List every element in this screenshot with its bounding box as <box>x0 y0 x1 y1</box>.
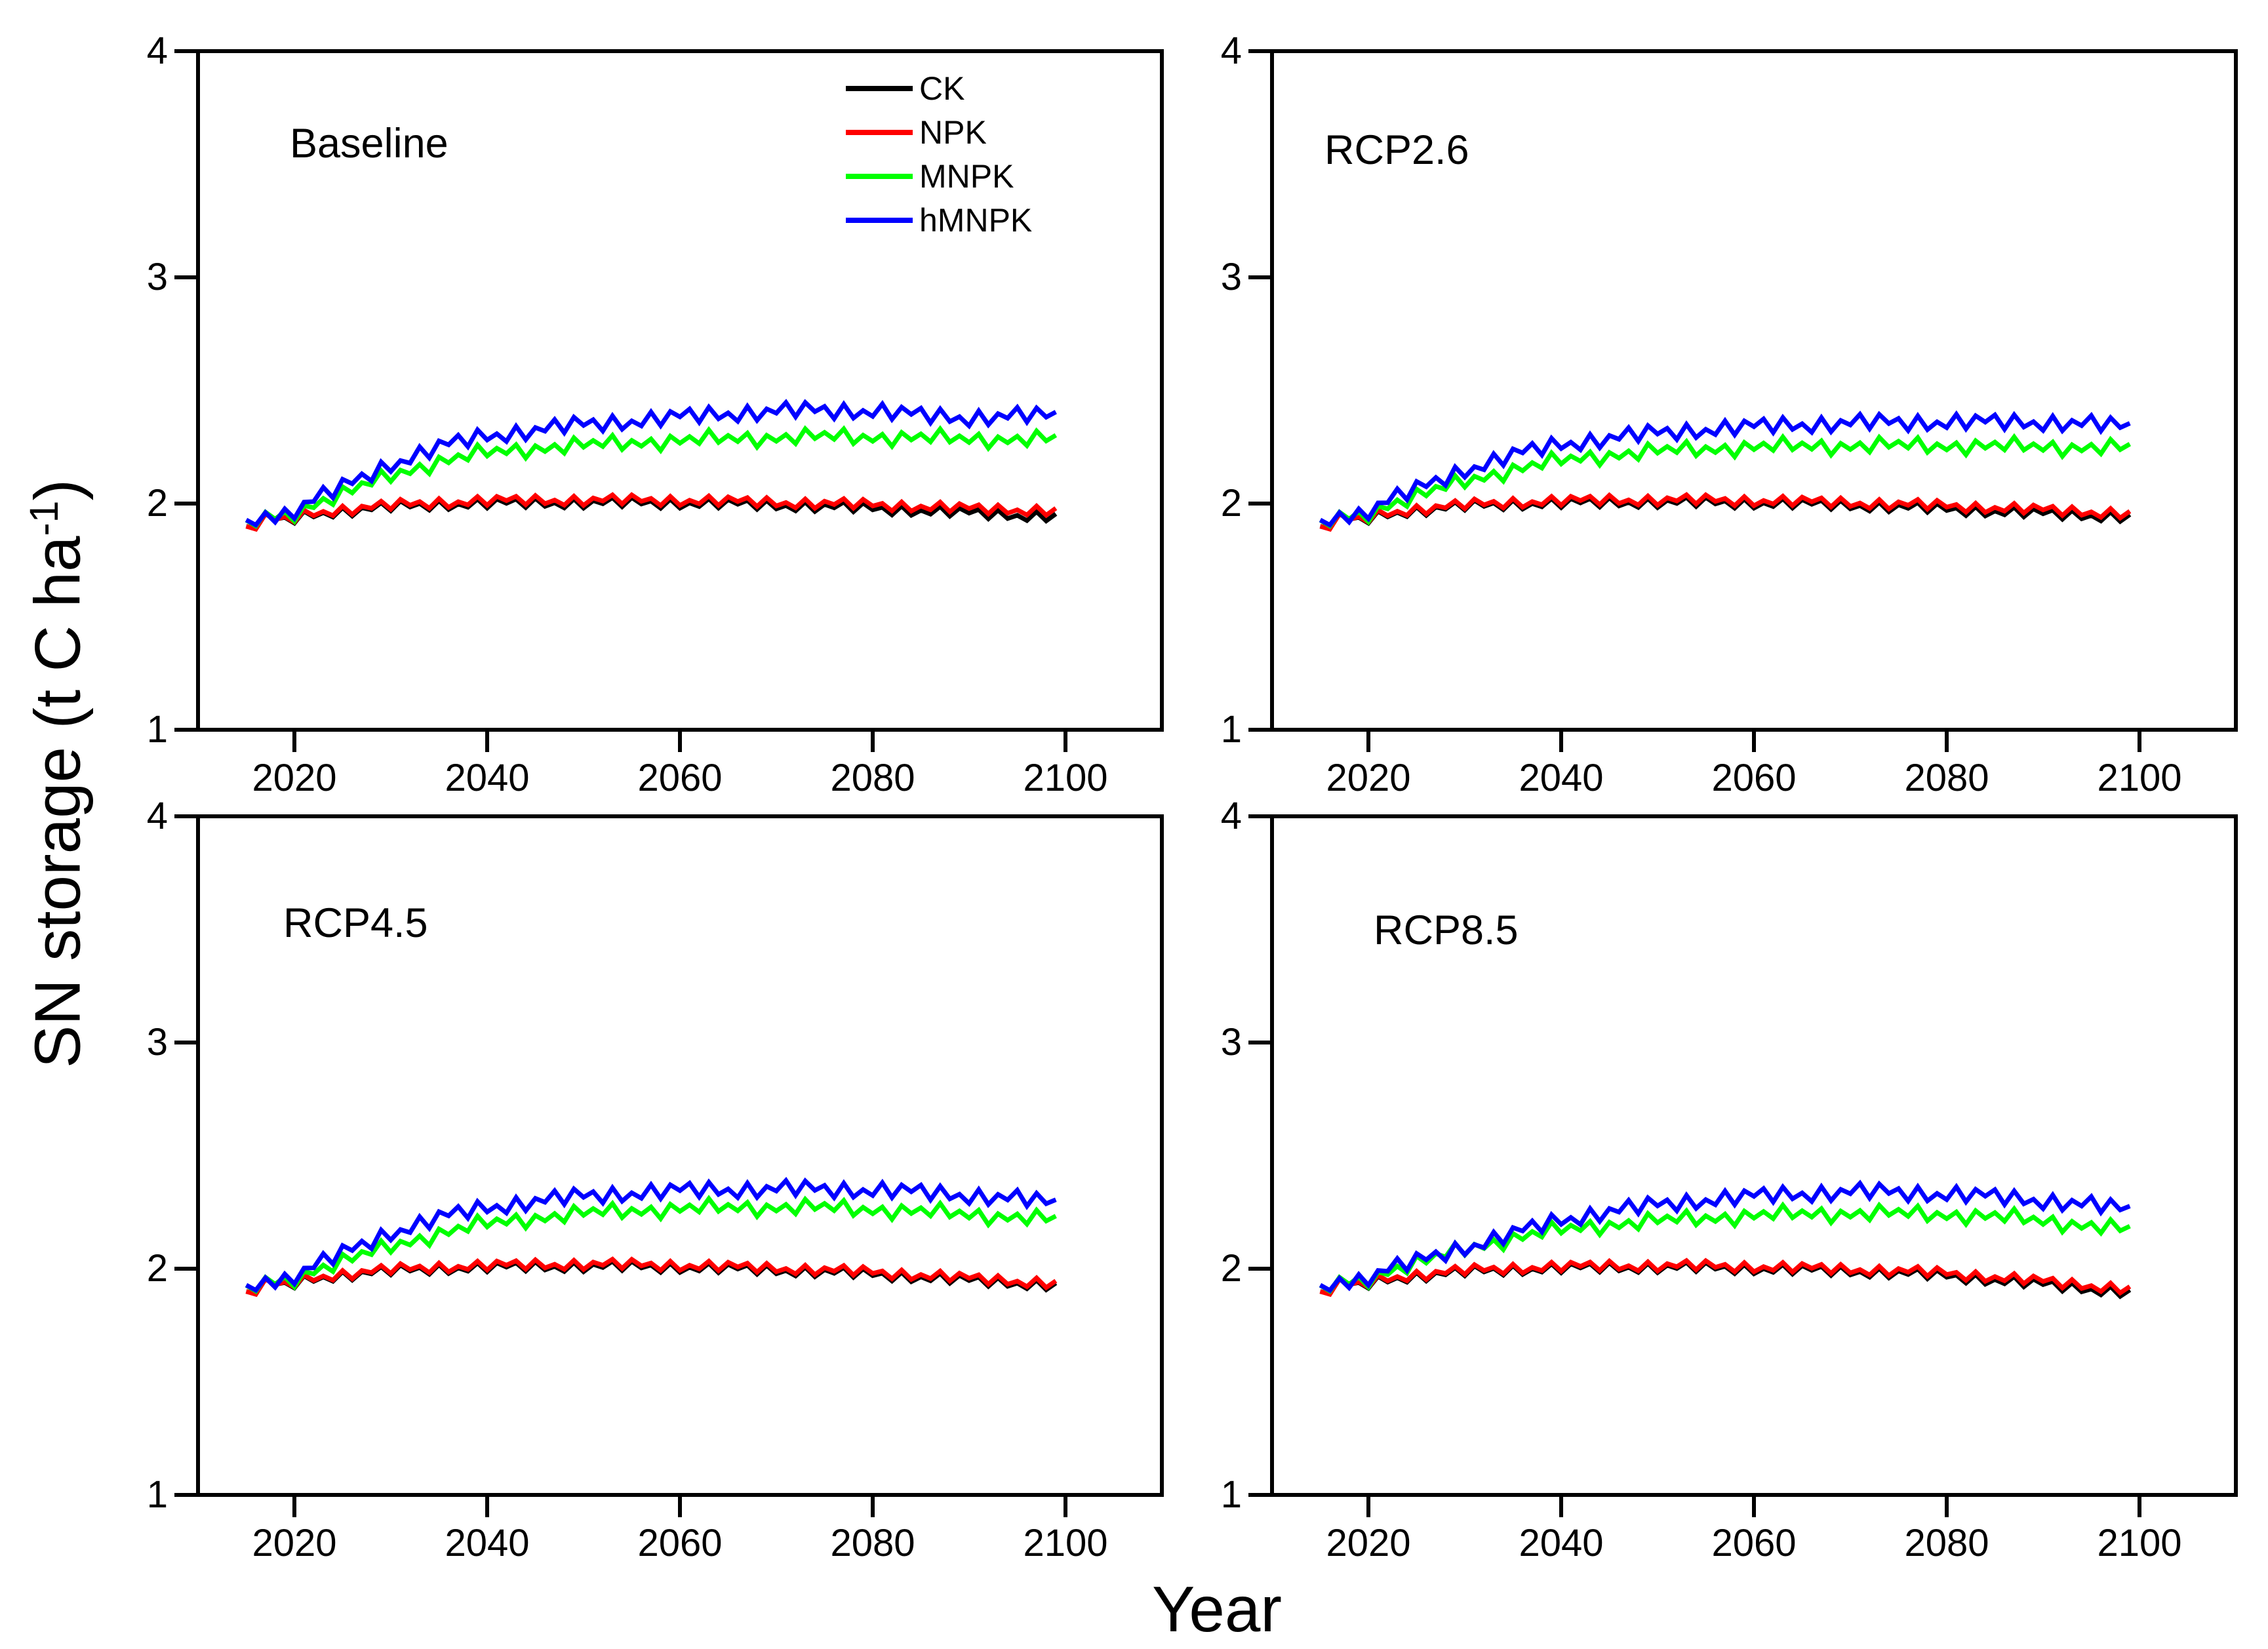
hmnpk-line <box>245 399 1057 528</box>
legend-line-ck <box>846 85 913 91</box>
x-tick-label: 2020 <box>252 757 337 799</box>
legend-label: hMNPK <box>919 201 1033 239</box>
x-tick-label: 2080 <box>830 757 915 799</box>
legend-line-npk <box>846 129 913 135</box>
x-tick-label: 2080 <box>1904 1522 1989 1564</box>
panel-baseline-border <box>196 49 1164 732</box>
panel-rcp26-border <box>1270 49 2238 732</box>
npk-line <box>245 1256 1058 1298</box>
panel-title-rcp85: RCP8.5 <box>1374 907 1519 953</box>
legend-line-mnpk <box>846 173 913 179</box>
x-tick-label: 2060 <box>637 757 723 799</box>
panel-rcp45-plot <box>174 814 1164 1517</box>
panel-rcp45-border <box>196 814 1164 1497</box>
legend-line-hmnpk <box>846 217 913 223</box>
x-tick-label: 2060 <box>1711 1522 1797 1564</box>
legend-label: NPK <box>919 113 987 151</box>
legend: CK NPK MNPK hMNPK <box>846 66 1032 242</box>
y-axis-label-superscript: -1 <box>21 500 66 536</box>
npk-line <box>1319 492 2132 532</box>
legend-label: MNPK <box>919 157 1014 195</box>
x-tick-label: 2040 <box>1519 757 1604 799</box>
x-tick-label: 2020 <box>1326 1522 1411 1564</box>
y-tick-label: 3 <box>1220 1021 1242 1063</box>
npk-line <box>1319 1258 2132 1298</box>
panel-rcp85-border <box>1270 814 2238 1497</box>
ck-line <box>245 494 1058 532</box>
y-tick-label: 4 <box>146 795 168 837</box>
y-tick-label: 1 <box>146 708 168 751</box>
legend-item-npk: NPK <box>846 110 1032 154</box>
mnpk-line <box>1319 433 2132 530</box>
x-tick-label: 2040 <box>445 1522 530 1564</box>
y-tick-label: 4 <box>1220 30 1242 72</box>
legend-label: CK <box>919 70 965 107</box>
x-axis-label: Year <box>1151 1573 1283 1645</box>
panel-title-rcp45: RCP4.5 <box>283 900 428 946</box>
y-tick-label: 3 <box>146 1021 168 1063</box>
y-tick-label: 4 <box>1220 795 1242 837</box>
x-tick-label: 2100 <box>2097 1522 2182 1564</box>
y-tick-label: 1 <box>146 1473 168 1516</box>
y-tick-label: 4 <box>146 30 168 72</box>
y-tick-label: 1 <box>1220 708 1242 751</box>
y-tick-label: 3 <box>146 256 168 298</box>
ck-line <box>1319 494 2132 532</box>
x-tick-label: 2100 <box>1023 757 1108 799</box>
y-tick-label: 2 <box>1220 482 1242 525</box>
x-tick-label: 2060 <box>1711 757 1797 799</box>
panel-baseline-plot <box>174 49 1164 752</box>
x-tick-label: 2080 <box>830 1522 915 1564</box>
mnpk-line <box>245 425 1058 530</box>
y-axis-label: SN storage (t C ha-1) <box>21 479 95 1068</box>
x-tick-label: 2080 <box>1904 757 1989 799</box>
panel-title-baseline: Baseline <box>290 121 448 167</box>
panel-title-rcp26: RCP2.6 <box>1324 127 1469 173</box>
legend-item-mnpk: MNPK <box>846 154 1032 198</box>
panel-rcp26-plot <box>1248 49 2238 752</box>
y-tick-label: 2 <box>1220 1247 1242 1290</box>
mnpk-line <box>245 1195 1057 1295</box>
x-tick-label: 2040 <box>1519 1522 1604 1564</box>
hmnpk-line <box>1319 410 2131 528</box>
y-tick-label: 3 <box>1220 256 1242 298</box>
x-tick-label: 2100 <box>2097 757 2182 799</box>
legend-item-hmnpk: hMNPK <box>846 198 1032 242</box>
x-tick-label: 2020 <box>1326 757 1411 799</box>
y-tick-label: 1 <box>1220 1473 1242 1516</box>
x-tick-label: 2060 <box>637 1522 723 1564</box>
y-tick-label: 2 <box>146 482 168 525</box>
hmnpk-line <box>245 1176 1057 1294</box>
x-tick-label: 2020 <box>252 1522 337 1564</box>
legend-item-ck: CK <box>846 66 1032 110</box>
hmnpk-line <box>1319 1180 2131 1294</box>
x-tick-label: 2040 <box>445 757 530 799</box>
npk-line <box>245 492 1058 532</box>
panel-rcp85-plot <box>1248 814 2238 1517</box>
y-tick-label: 2 <box>146 1247 168 1290</box>
x-tick-label: 2100 <box>1023 1522 1108 1564</box>
